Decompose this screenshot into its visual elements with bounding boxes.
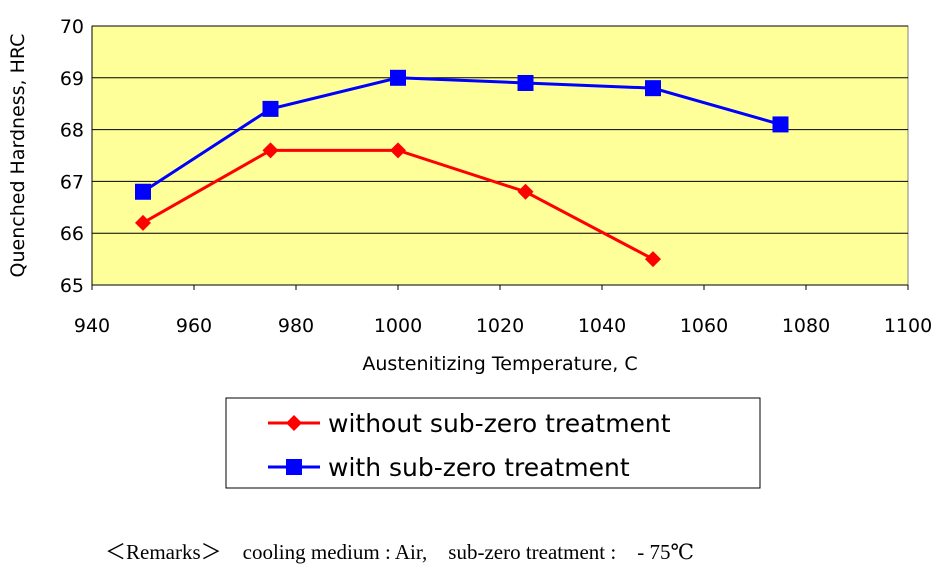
data-point-without [135,214,151,231]
data-point-without [517,183,534,200]
legend-label-with: with sub-zero treatment [328,453,630,482]
legend-label-without: without sub-zero treatment [328,409,671,438]
x-tick-label: 1040 [578,315,626,337]
x-tick-label: 940 [74,315,110,337]
x-tick-label: 1100 [884,315,932,337]
x-tick-label: 1020 [476,315,524,337]
legend-box [225,397,761,489]
x-tick-label: 960 [176,315,212,337]
data-point-without [645,251,661,268]
x-tick-label: 980 [278,315,314,337]
series-line-with [142,76,781,194]
y-tick-label: 66 [60,223,84,245]
y-tick-label: 65 [60,275,84,297]
data-point-with [262,100,279,117]
data-point-with [135,183,151,200]
data-point-with [390,69,406,86]
y-tick-label: 67 [60,171,84,193]
data-point-without [390,142,406,159]
x-tick-label: 1080 [782,315,830,337]
plot-area [91,25,909,286]
y-tick-label: 68 [60,120,84,142]
y-tick-label: 70 [60,16,84,38]
x-tick-label: 1060 [680,315,728,337]
y-axis-label: Quenched Hardness, HRC [7,34,29,278]
y-tick-label: 69 [60,68,84,90]
data-point-with [645,80,661,97]
data-point-with [517,74,534,91]
x-tick-label: 1000 [374,315,422,337]
legend-marker-without [286,415,302,431]
legend-marker-with [286,459,302,475]
data-point-without [262,142,279,159]
x-axis-label: Austenitizing Temperature, C [362,353,637,375]
remarks-note: ＜Remarks＞ cooling medium : Air, sub-zero… [105,540,694,564]
data-point-with [772,116,789,133]
